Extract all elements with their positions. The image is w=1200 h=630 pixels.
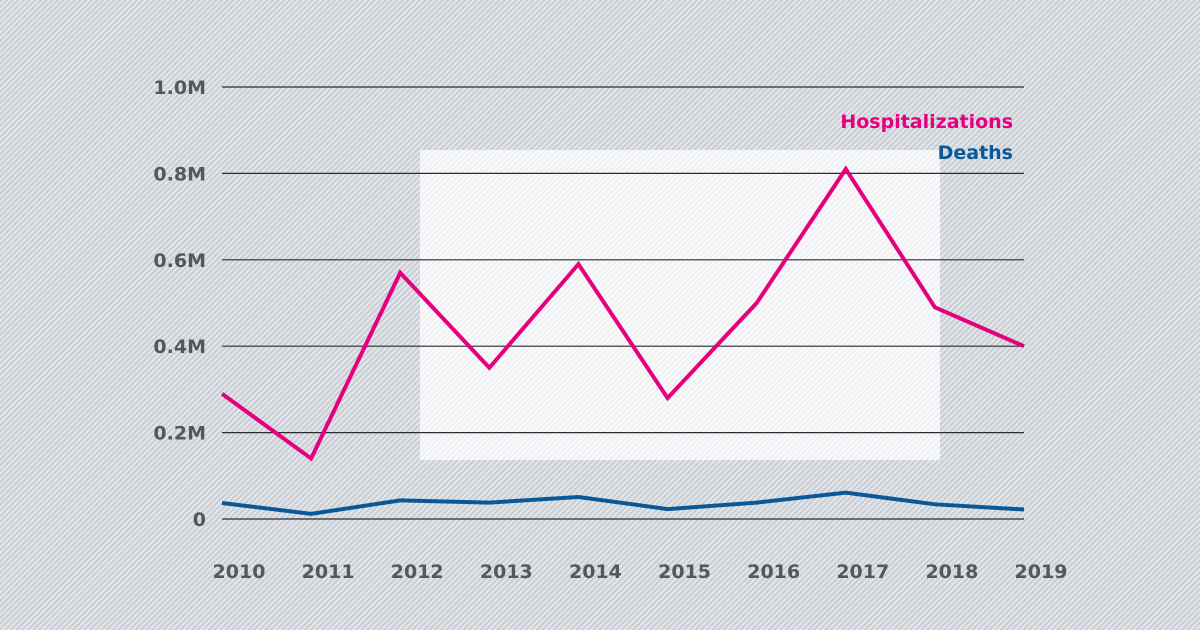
legend-deaths: Deaths bbox=[938, 142, 1013, 164]
y-tick-label: 0.8M bbox=[153, 163, 206, 185]
x-tick-label: 2012 bbox=[391, 561, 444, 583]
x-tick-label: 2017 bbox=[836, 561, 889, 583]
y-tick-label: 0 bbox=[193, 509, 206, 531]
x-tick-label: 2018 bbox=[925, 561, 978, 583]
x-tick-label: 2015 bbox=[658, 561, 711, 583]
x-tick-label: 2014 bbox=[569, 561, 622, 583]
y-tick-label: 1.0M bbox=[153, 77, 206, 99]
legend-hospitalizations: Hospitalizations bbox=[840, 111, 1013, 133]
y-tick-label: 0.4M bbox=[153, 336, 206, 358]
x-tick-label: 2011 bbox=[302, 561, 355, 583]
series-line-deaths bbox=[221, 490, 1025, 516]
x-tick-label: 2010 bbox=[213, 561, 266, 583]
series-line-hospitalizations bbox=[220, 165, 1025, 462]
x-tick-label: 2016 bbox=[747, 561, 800, 583]
y-tick-label: 0.6M bbox=[153, 250, 206, 272]
x-tick-label: 2019 bbox=[1015, 561, 1068, 583]
x-tick-label: 2013 bbox=[480, 561, 533, 583]
background-photo bbox=[420, 150, 940, 460]
y-tick-label: 0.2M bbox=[153, 423, 206, 445]
